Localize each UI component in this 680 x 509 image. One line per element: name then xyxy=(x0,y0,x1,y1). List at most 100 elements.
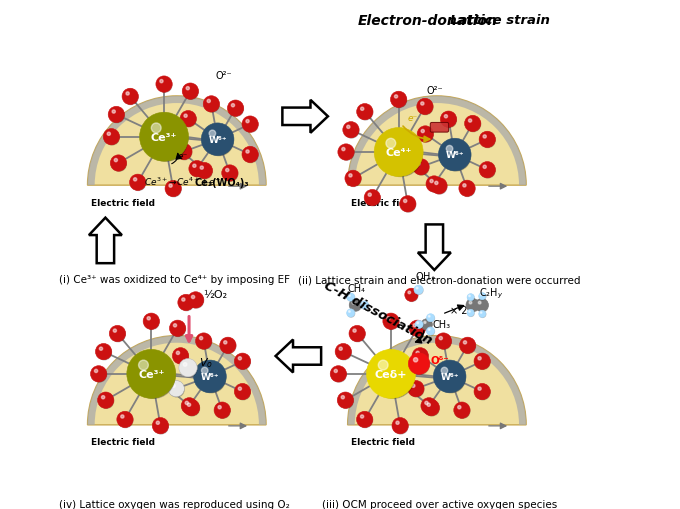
Circle shape xyxy=(463,184,466,188)
Circle shape xyxy=(178,295,194,311)
Circle shape xyxy=(224,341,227,344)
Circle shape xyxy=(203,97,220,113)
Circle shape xyxy=(160,80,163,83)
Circle shape xyxy=(394,419,408,434)
Circle shape xyxy=(332,368,346,382)
Circle shape xyxy=(223,167,238,182)
Circle shape xyxy=(424,322,426,324)
Circle shape xyxy=(180,148,183,151)
Circle shape xyxy=(364,190,381,206)
Wedge shape xyxy=(347,97,526,186)
Circle shape xyxy=(175,144,192,160)
Circle shape xyxy=(466,118,481,132)
Circle shape xyxy=(366,192,380,206)
Circle shape xyxy=(435,371,452,387)
Circle shape xyxy=(475,299,488,312)
Circle shape xyxy=(101,396,105,399)
Text: CH₃: CH₃ xyxy=(433,319,451,329)
Circle shape xyxy=(468,295,474,301)
Circle shape xyxy=(165,181,182,197)
Circle shape xyxy=(409,383,424,397)
Circle shape xyxy=(97,346,112,360)
Circle shape xyxy=(133,178,137,182)
Polygon shape xyxy=(89,218,122,264)
Circle shape xyxy=(415,161,429,176)
Circle shape xyxy=(330,366,347,382)
Circle shape xyxy=(481,164,495,179)
Circle shape xyxy=(426,314,435,322)
Circle shape xyxy=(349,311,350,313)
Circle shape xyxy=(238,387,241,390)
Circle shape xyxy=(198,165,212,179)
Text: (i) Ce³⁺ was oxidized to Ce⁴⁺ by imposing EF: (i) Ce³⁺ was oxidized to Ce⁴⁺ by imposin… xyxy=(58,275,290,285)
Circle shape xyxy=(421,398,437,414)
Circle shape xyxy=(337,346,351,360)
Circle shape xyxy=(416,288,418,290)
Circle shape xyxy=(190,163,205,178)
Circle shape xyxy=(95,344,112,360)
Circle shape xyxy=(360,108,364,111)
Circle shape xyxy=(180,297,194,311)
Circle shape xyxy=(413,159,429,176)
Text: Lattice strain: Lattice strain xyxy=(449,14,549,27)
Text: (iv) Lattice oxygen was reproduced using O₂: (iv) Lattice oxygen was reproduced using… xyxy=(59,499,290,509)
Circle shape xyxy=(413,324,416,327)
Circle shape xyxy=(169,185,172,188)
Circle shape xyxy=(145,316,159,330)
Circle shape xyxy=(196,371,212,387)
Circle shape xyxy=(110,156,126,172)
Circle shape xyxy=(428,316,430,318)
Circle shape xyxy=(130,175,146,191)
Circle shape xyxy=(437,373,452,387)
Text: $V_o$: $V_o$ xyxy=(199,355,214,369)
Circle shape xyxy=(337,392,354,409)
Circle shape xyxy=(147,317,150,320)
Circle shape xyxy=(379,134,422,177)
Circle shape xyxy=(334,370,337,373)
Circle shape xyxy=(426,177,442,193)
Circle shape xyxy=(339,347,342,351)
Circle shape xyxy=(112,157,126,172)
Text: Ce₂(WO₄)₃: Ce₂(WO₄)₃ xyxy=(194,178,250,188)
Circle shape xyxy=(183,400,197,414)
Circle shape xyxy=(109,326,126,342)
Circle shape xyxy=(419,128,433,143)
Circle shape xyxy=(421,103,424,106)
Circle shape xyxy=(415,322,423,329)
Circle shape xyxy=(235,353,251,370)
Circle shape xyxy=(156,421,160,425)
Circle shape xyxy=(188,292,204,308)
Circle shape xyxy=(437,335,452,350)
Wedge shape xyxy=(347,336,526,425)
Text: Ce³⁺: Ce³⁺ xyxy=(151,132,177,143)
Circle shape xyxy=(122,89,138,105)
Text: Ce³⁺: Ce³⁺ xyxy=(138,369,165,379)
Circle shape xyxy=(459,181,475,197)
Circle shape xyxy=(186,88,190,91)
Circle shape xyxy=(417,127,433,143)
Wedge shape xyxy=(347,97,526,186)
Wedge shape xyxy=(347,336,526,425)
Polygon shape xyxy=(282,101,328,133)
Circle shape xyxy=(477,300,488,312)
Circle shape xyxy=(236,386,250,400)
Circle shape xyxy=(132,356,175,399)
Circle shape xyxy=(481,134,495,148)
Circle shape xyxy=(427,315,435,322)
Circle shape xyxy=(433,360,466,393)
Circle shape xyxy=(394,96,398,99)
Circle shape xyxy=(392,94,407,108)
Text: Electric field: Electric field xyxy=(352,199,415,207)
Circle shape xyxy=(467,309,474,317)
Circle shape xyxy=(411,322,425,337)
Circle shape xyxy=(205,99,219,113)
Circle shape xyxy=(445,151,459,165)
Circle shape xyxy=(208,134,224,150)
Circle shape xyxy=(345,171,361,187)
Text: W⁶⁺: W⁶⁺ xyxy=(445,151,464,160)
Circle shape xyxy=(439,337,443,340)
Circle shape xyxy=(246,120,249,124)
Circle shape xyxy=(347,310,355,318)
Text: W⁶⁺: W⁶⁺ xyxy=(208,135,227,145)
Circle shape xyxy=(479,310,486,318)
